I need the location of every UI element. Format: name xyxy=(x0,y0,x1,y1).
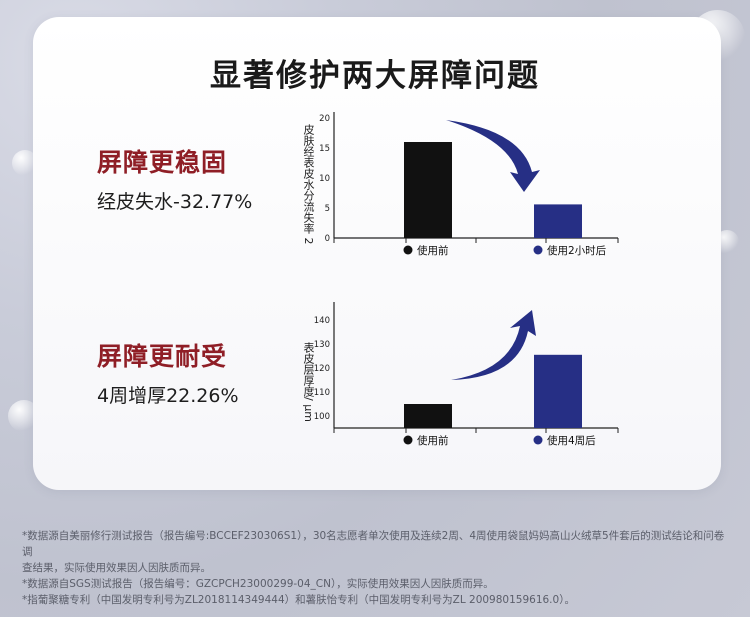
content-card xyxy=(33,17,721,490)
claim-barrier-tolerant: 屏障更耐受 4周增厚22.26% xyxy=(97,337,239,408)
legend-dot xyxy=(533,245,543,255)
legend-dot xyxy=(403,435,413,445)
legend-label: 使用前 xyxy=(417,434,449,447)
legend-label: 使用4周后 xyxy=(547,434,596,447)
chart-svg: 100 110 120 130 140 使用前 使用4周后 xyxy=(314,302,619,447)
footnote-line: *数据源自美丽修行测试报告（报告编号:BCCEF230306S1），30名志愿者… xyxy=(22,530,725,558)
legend-label: 使用2小时后 xyxy=(547,244,606,257)
claim-title: 屏障更稳固 xyxy=(97,148,228,177)
claim-barrier-stable: 屏障更稳固 经皮失水-32.77% xyxy=(97,143,252,214)
chart-epidermis-thickness: 表皮层厚度/ μm 100 110 120 130 140 使用前 使用4周后 xyxy=(296,300,656,460)
claim-value: 经皮失水-32.77% xyxy=(97,191,253,213)
y-tick-label: 110 xyxy=(314,388,330,398)
y-tick-label: 130 xyxy=(314,340,330,350)
y-tick-label: 15 xyxy=(319,144,330,154)
chart-tewl: 皮肤经表皮水分流失率 2 0 5 10 15 20 使用前 使用2小时后 xyxy=(296,110,656,270)
page-title: 显著修护两大屏障问题 xyxy=(210,58,540,94)
claim-value: 4周增厚22.26% xyxy=(97,385,239,407)
y-tick-label: 20 xyxy=(319,114,330,124)
legend-dot xyxy=(403,245,413,255)
footnote-line: *数据源自SGS测试报告（报告编号：GZCPCH23000299-04_CN），… xyxy=(22,578,494,590)
chart-ylabel: 皮肤经表皮水分流失率 2 xyxy=(302,124,315,245)
arrow-up-icon xyxy=(451,310,536,380)
chart-svg: 0 5 10 15 20 使用前 使用2小时后 xyxy=(319,112,619,257)
y-tick-label: 5 xyxy=(325,204,330,214)
bar-before xyxy=(404,404,452,428)
footnote-line: *指葡聚糖专利（中国发明专利号为ZL2018114349444）和薯肤怡专利（中… xyxy=(22,594,575,606)
y-tick-label: 0 xyxy=(325,234,330,244)
legend-label: 使用前 xyxy=(417,244,449,257)
y-tick-label: 120 xyxy=(314,364,330,374)
y-tick-label: 140 xyxy=(314,316,330,326)
y-tick-label: 10 xyxy=(319,174,330,184)
arrow-down-icon xyxy=(446,120,540,192)
claim-title: 屏障更耐受 xyxy=(97,342,228,371)
chart-ylabel: 表皮层厚度/ μm xyxy=(302,342,315,422)
bar-after xyxy=(534,204,582,238)
legend-dot xyxy=(533,435,543,445)
bar-before xyxy=(404,142,452,238)
footnote-line: 查结果，实际使用效果因人因肤质而异。 xyxy=(22,562,211,574)
y-tick-label: 100 xyxy=(314,412,330,422)
footnotes: *数据源自美丽修行测试报告（报告编号:BCCEF230306S1），30名志愿者… xyxy=(22,528,734,608)
bar-after xyxy=(534,354,582,428)
